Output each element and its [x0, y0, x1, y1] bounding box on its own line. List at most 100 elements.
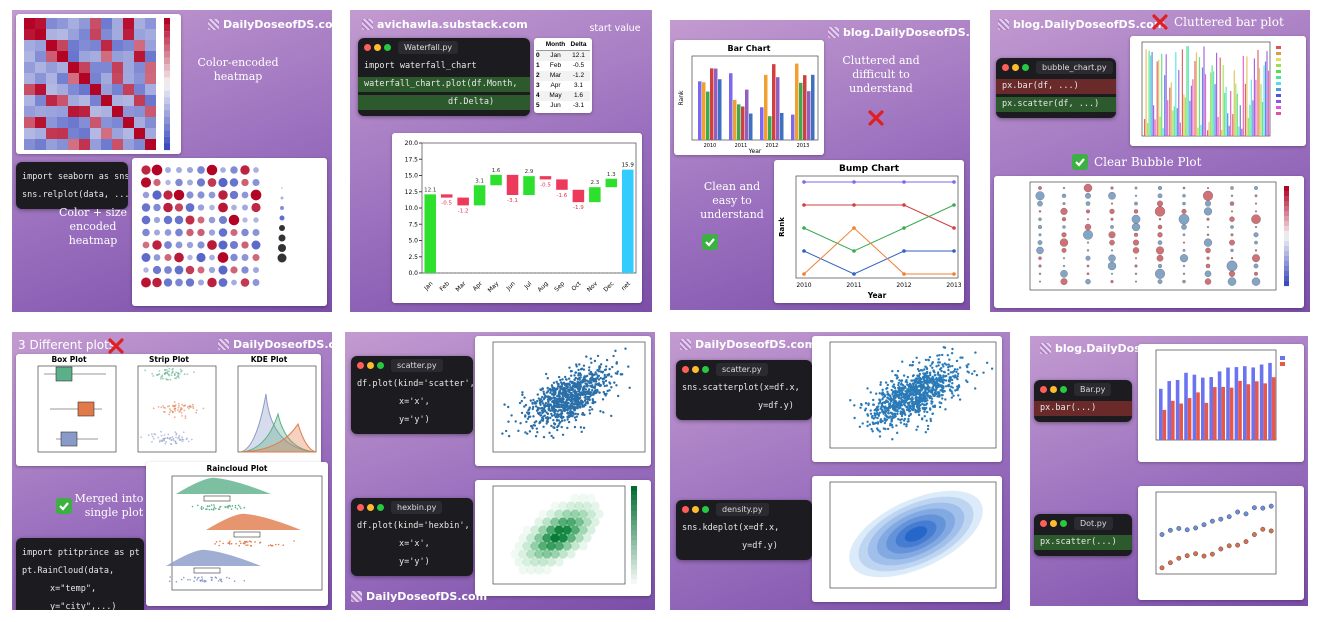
strip-point	[169, 378, 172, 381]
colorbar-step	[1284, 261, 1289, 267]
annotation: start value	[589, 23, 641, 34]
hexbin-cell	[530, 525, 540, 535]
heat-cell	[68, 128, 79, 139]
bar	[760, 107, 764, 140]
scatter-point	[548, 404, 551, 408]
hexbin-cell	[566, 501, 576, 511]
bubble	[253, 167, 259, 173]
scatter-point	[908, 406, 912, 410]
rain-point	[231, 505, 234, 507]
bar	[1233, 70, 1235, 136]
heat-cell	[101, 139, 112, 150]
chart-card	[1138, 486, 1304, 600]
hexbin-cell	[558, 501, 568, 511]
axes-frame	[421, 142, 637, 274]
bubble	[197, 279, 205, 286]
scatter-point	[859, 406, 862, 409]
chart-card	[1130, 36, 1306, 146]
hexbin-cell	[534, 517, 544, 527]
bar	[1148, 50, 1150, 136]
bubble	[1062, 202, 1066, 206]
scatter-point	[588, 366, 591, 369]
x-tick-label: Jan	[422, 280, 434, 292]
strip-point	[164, 369, 167, 371]
scatter-point	[532, 415, 535, 418]
bar	[776, 77, 780, 140]
bar	[1239, 105, 1241, 136]
table-cell: 12.1	[572, 52, 585, 59]
bubble	[1252, 254, 1260, 263]
scatter-point	[562, 403, 565, 407]
scatter-point	[897, 381, 900, 385]
bar	[1251, 367, 1255, 440]
heat-cell	[123, 62, 134, 73]
bubble	[197, 166, 205, 174]
scatter-point	[547, 416, 550, 420]
dot	[1260, 505, 1266, 511]
scatter-point	[582, 426, 586, 430]
rain-point	[205, 508, 207, 511]
kde-curve	[239, 412, 317, 453]
heat-cell	[35, 128, 46, 139]
scatter-point	[923, 414, 926, 418]
scatter-point	[954, 374, 957, 377]
scatter-point	[571, 387, 575, 391]
scatter-point	[544, 404, 547, 407]
scatter-point	[883, 400, 886, 404]
scatter-point	[897, 388, 901, 391]
bubble	[241, 228, 249, 237]
colorbar-step	[631, 525, 637, 531]
bubble	[209, 204, 215, 211]
bar	[1196, 392, 1200, 440]
hexbin-cell	[558, 533, 568, 543]
bubble	[174, 265, 184, 275]
strip-point	[152, 437, 155, 440]
scatter-point	[610, 375, 613, 378]
hexbin-cell	[538, 557, 548, 567]
bubble	[1038, 264, 1042, 268]
heat-cell	[79, 29, 90, 40]
bubble	[1132, 247, 1140, 254]
scatter-point	[933, 391, 937, 394]
bar	[1221, 129, 1223, 136]
scatter-point	[891, 407, 895, 411]
scatter-point	[940, 369, 943, 373]
hexbin-cell	[538, 541, 548, 551]
scatter-point	[527, 411, 531, 415]
heat-cell	[134, 117, 145, 128]
hexbin-cell	[590, 501, 600, 511]
bubble	[1110, 225, 1114, 229]
scatter-point	[503, 403, 506, 406]
code-line: px.scatter(df, ...)	[996, 97, 1116, 112]
strip-point	[186, 406, 189, 408]
scatter-point	[892, 394, 895, 398]
colorbar-step	[631, 510, 637, 516]
bubble	[1254, 202, 1258, 205]
scatter-point	[573, 425, 577, 429]
scatter-point	[974, 351, 977, 354]
scatter-point	[589, 370, 593, 374]
strip-point	[164, 437, 167, 440]
scatter-point	[888, 394, 891, 397]
bubble	[1181, 224, 1187, 230]
y-axis-label: Rank	[778, 217, 786, 237]
bubble	[163, 278, 173, 287]
bubble	[1229, 201, 1235, 206]
bubble	[1204, 270, 1212, 278]
dot	[1235, 509, 1241, 515]
scatter-point	[593, 401, 597, 404]
hexbin-cell	[578, 541, 588, 551]
scatter-point	[914, 393, 918, 396]
value-label: 2.9	[525, 169, 534, 175]
scatter-point	[578, 396, 582, 399]
scatter-point	[589, 357, 592, 360]
strip-point	[174, 431, 177, 434]
bubble	[1035, 191, 1045, 201]
bar	[1201, 67, 1204, 136]
bump-line	[803, 204, 955, 252]
bump-point	[802, 180, 806, 184]
scatter-point	[552, 396, 555, 399]
bubble	[251, 240, 261, 250]
scatter-point	[545, 422, 548, 425]
colorbar-step	[631, 515, 637, 521]
